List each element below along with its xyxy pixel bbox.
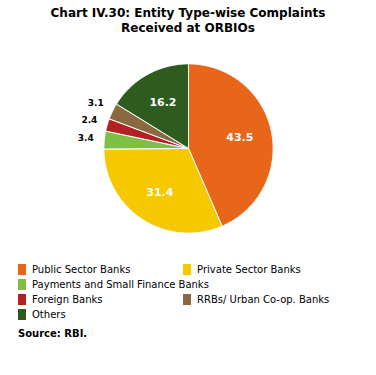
html-text:Source: RBI.: Source: RBI. xyxy=(18,328,88,339)
html-text:Chart IV.30: Entity Type-wise: Chart IV.30: Entity Type-wise Complaints… xyxy=(50,6,326,35)
html-text:Private Sector Banks: Private Sector Banks xyxy=(197,264,301,275)
svg-text:2.4: 2.4 xyxy=(81,115,97,125)
svg-text:3.4: 3.4 xyxy=(78,133,94,143)
svg-text:16.2: 16.2 xyxy=(149,96,176,109)
html-text:RRBs/ Urban Co-op. Banks: RRBs/ Urban Co-op. Banks xyxy=(197,294,330,305)
svg-text:31.4: 31.4 xyxy=(146,186,173,199)
html-text:Public Sector Banks: Public Sector Banks xyxy=(32,264,131,275)
html-text:Others: Others xyxy=(32,309,66,320)
svg-text:43.5: 43.5 xyxy=(226,131,253,144)
svg-text:3.1: 3.1 xyxy=(88,98,104,108)
html-text:Foreign Banks: Foreign Banks xyxy=(32,294,103,305)
html-text:Payments and Small Finance Ban: Payments and Small Finance Banks xyxy=(32,279,209,290)
